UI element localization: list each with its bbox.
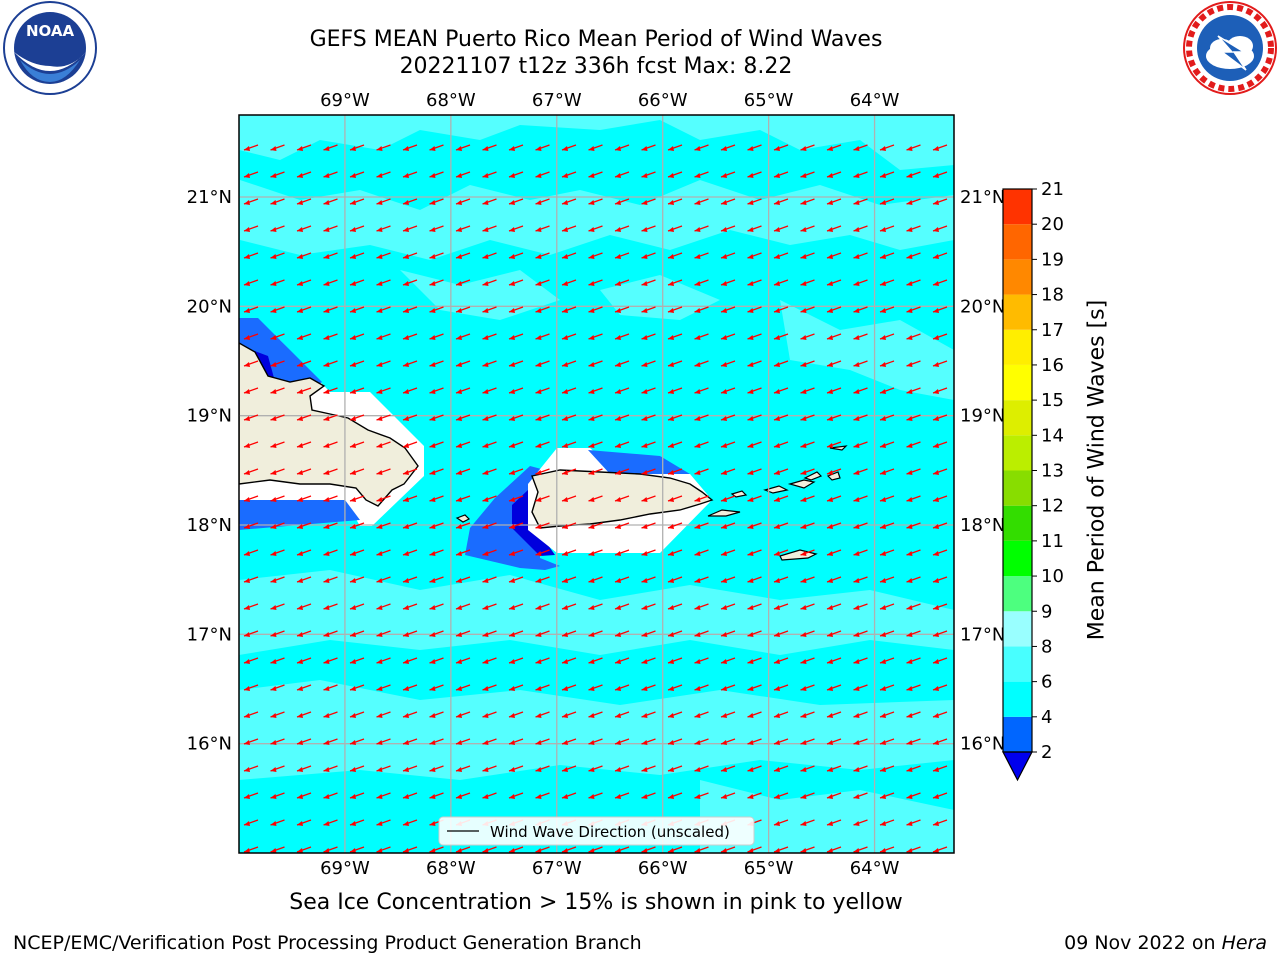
lat-label-right: 21°N — [960, 187, 1005, 208]
lon-label-bottom: 65°W — [744, 858, 794, 879]
colorbar-tick-label: 19 — [1041, 249, 1064, 270]
colorbar-tick-label: 21 — [1041, 179, 1064, 200]
lon-label-top: 67°W — [532, 90, 582, 111]
colorbar-segment — [1003, 611, 1032, 646]
latitude-labels-right: 21°N 20°N 19°N 18°N 17°N 16°N — [960, 187, 1005, 755]
colorbar-tick-label: 4 — [1041, 707, 1052, 728]
lat-label-left: 20°N — [187, 296, 232, 317]
lat-label-left: 18°N — [187, 515, 232, 536]
lon-label-top: 68°W — [426, 90, 476, 111]
colorbar-tick-label: 17 — [1041, 320, 1064, 341]
lon-label-bottom: 66°W — [638, 858, 688, 879]
longitude-labels-top: 69°W 68°W 67°W 66°W 65°W 64°W — [320, 90, 900, 111]
lon-label-bottom: 68°W — [426, 858, 476, 879]
footer-credit: NCEP/EMC/Verification Post Processing Pr… — [13, 932, 642, 954]
colorbar-label: Mean Period of Wind Waves [s] — [1085, 300, 1110, 640]
latitude-labels-left: 21°N 20°N 19°N 18°N 17°N 16°N — [187, 187, 232, 755]
lat-label-right: 17°N — [960, 624, 1005, 645]
colorbar-segment — [1003, 646, 1032, 681]
colorbar-segment — [1003, 400, 1032, 435]
colorbar-segment — [1003, 259, 1032, 294]
colorbar-tick-label: 11 — [1041, 531, 1064, 552]
lon-label-top: 69°W — [320, 90, 370, 111]
lon-label-top: 64°W — [850, 90, 900, 111]
colorbar-segment — [1003, 717, 1032, 752]
map-legend: Wind Wave Direction (unscaled) — [439, 817, 754, 845]
colorbar-tick-label: 20 — [1041, 214, 1064, 235]
colorbar-tick-label: 6 — [1041, 672, 1052, 693]
colorbar-tick-label: 10 — [1041, 566, 1064, 587]
noaa-logo: NOAA — [4, 2, 96, 94]
colorbar-segment — [1003, 576, 1032, 611]
footer-date-text: 09 Nov 2022 on — [1064, 932, 1221, 954]
colorbar-segment — [1003, 471, 1032, 506]
nws-logo — [1184, 2, 1276, 94]
lat-label-right: 16°N — [960, 734, 1005, 755]
lat-label-right: 18°N — [960, 515, 1005, 536]
lon-label-bottom: 64°W — [850, 858, 900, 879]
lat-label-left: 19°N — [187, 406, 232, 427]
lat-label-right: 20°N — [960, 296, 1005, 317]
footer-date: 09 Nov 2022 on Hera — [1064, 932, 1267, 954]
footer-host: Hera — [1222, 932, 1267, 954]
colorbar-segment — [1003, 365, 1032, 400]
legend-label: Wind Wave Direction (unscaled) — [490, 823, 730, 841]
colorbar-tick-label: 18 — [1041, 285, 1064, 306]
colorbar-tick-label: 15 — [1041, 390, 1064, 411]
lat-label-right: 19°N — [960, 406, 1005, 427]
colorbar-tick-label: 2 — [1041, 742, 1052, 763]
colorbar-tick-label: 12 — [1041, 496, 1064, 517]
lon-label-top: 66°W — [638, 90, 688, 111]
colorbar-segment — [1003, 541, 1032, 576]
noaa-logo-text: NOAA — [26, 22, 75, 40]
colorbar-segment — [1003, 435, 1032, 470]
lat-label-left: 17°N — [187, 624, 232, 645]
colorbar-under-triangle — [1003, 752, 1032, 780]
lat-label-left: 16°N — [187, 734, 232, 755]
lon-label-bottom: 69°W — [320, 858, 370, 879]
colorbar-tick-label: 13 — [1041, 461, 1064, 482]
colorbar-tick-label: 9 — [1041, 601, 1052, 622]
lon-label-top: 65°W — [744, 90, 794, 111]
colorbar-tick-label: 14 — [1041, 425, 1064, 446]
lat-label-left: 21°N — [187, 187, 232, 208]
lon-label-bottom: 67°W — [532, 858, 582, 879]
colorbar-tick-label: 8 — [1041, 636, 1052, 657]
colorbar: 2 4 6 8 9 10 11 12 13 14 15 16 17 18 19 20 21 — [1003, 179, 1064, 780]
colorbar-segment — [1003, 189, 1032, 224]
sea-ice-note: Sea Ice Concentration > 15% is shown in … — [238, 890, 954, 915]
colorbar-tick-label: 16 — [1041, 355, 1064, 376]
longitude-labels-bottom: 69°W 68°W 67°W 66°W 65°W 64°W — [320, 858, 900, 879]
colorbar-segment — [1003, 295, 1032, 330]
colorbar-segment — [1003, 224, 1032, 259]
colorbar-segment — [1003, 682, 1032, 717]
colorbar-segment — [1003, 506, 1032, 541]
colorbar-segment — [1003, 330, 1032, 365]
